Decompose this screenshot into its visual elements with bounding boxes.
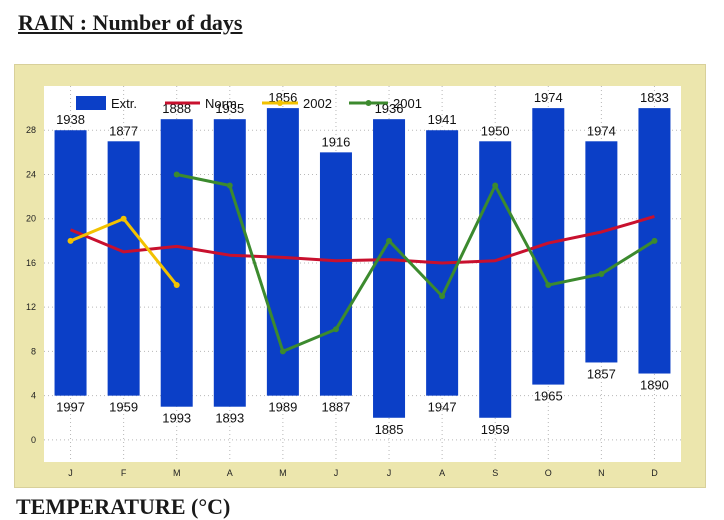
series-point <box>492 182 499 189</box>
x-tick-label: M <box>173 468 181 478</box>
x-tick-label: S <box>492 468 498 478</box>
legend-label: Norm. <box>205 96 240 111</box>
max-year-label: 1950 <box>481 123 510 138</box>
max-year-label: 1974 <box>534 90 563 105</box>
legend-swatch-point <box>365 100 372 106</box>
x-tick-label: J <box>387 468 392 478</box>
x-tick-label: J <box>68 468 73 478</box>
y-tick-label: 0 <box>31 435 36 445</box>
y-tick-label: 24 <box>26 169 36 179</box>
min-year-label: 1857 <box>587 366 616 381</box>
series-point <box>386 237 393 244</box>
min-year-label: 1959 <box>481 422 510 437</box>
series-line <box>176 173 656 353</box>
legend-swatch-extr <box>76 96 106 110</box>
min-year-label: 1885 <box>375 422 404 437</box>
min-year-label: 1890 <box>640 378 669 393</box>
legend-label: 2002 <box>303 96 332 111</box>
series-point <box>120 215 127 222</box>
max-year-label: 1916 <box>321 134 350 149</box>
x-tick-label: A <box>227 468 233 478</box>
y-tick-label: 8 <box>31 346 36 356</box>
y-tick-label: 16 <box>26 258 36 268</box>
series-point <box>279 348 286 355</box>
max-year-label: 1856 <box>268 90 297 105</box>
x-tick-label: F <box>121 468 127 478</box>
min-year-label: 1993 <box>162 411 191 426</box>
y-tick-label: 20 <box>26 214 36 224</box>
page-title: RAIN : Number of days <box>18 10 243 35</box>
extremes-bar <box>54 130 87 396</box>
x-tick-label: A <box>439 468 445 478</box>
max-year-label: 1938 <box>56 112 85 127</box>
next-section-heading: TEMPERATURE (°C) <box>16 494 231 519</box>
extremes-bar <box>585 141 618 363</box>
series-point <box>226 182 233 189</box>
plot-area <box>44 86 681 462</box>
max-year-label: 1833 <box>640 90 669 105</box>
series-point <box>332 326 339 333</box>
extremes-bar <box>160 119 193 407</box>
legend-swatch-point <box>277 100 283 106</box>
min-year-label: 1997 <box>56 400 85 415</box>
y-tick-label: 28 <box>26 125 36 135</box>
min-year-label: 1989 <box>268 400 297 415</box>
max-year-label: 1935 <box>215 101 244 116</box>
max-year-label: 1877 <box>109 123 138 138</box>
series-point <box>67 237 74 244</box>
y-tick-label: 12 <box>26 302 36 312</box>
max-year-label: 1888 <box>162 101 191 116</box>
series-point <box>545 282 552 289</box>
min-year-label: 1959 <box>109 400 138 415</box>
series-point <box>173 282 180 289</box>
series-point <box>173 171 180 178</box>
max-year-label: 1941 <box>428 112 457 127</box>
series-point <box>651 237 658 244</box>
series-point <box>598 271 605 277</box>
legend-label: 2001 <box>393 96 422 111</box>
min-year-label: 1947 <box>428 400 457 415</box>
max-year-label: 1936 <box>375 101 404 116</box>
extremes-bar <box>107 141 140 396</box>
extremes-bar <box>319 152 352 396</box>
max-year-label: 1974 <box>587 123 616 138</box>
extremes-bar <box>213 119 246 407</box>
extremes-bar <box>373 119 406 418</box>
legend-label-extr: Extr. <box>111 96 137 111</box>
y-tick-label: 4 <box>31 391 36 401</box>
x-tick-label: O <box>545 468 552 478</box>
series-point <box>439 293 446 300</box>
x-tick-label: N <box>598 468 605 478</box>
min-year-label: 1893 <box>215 411 244 426</box>
min-year-label: 1887 <box>321 400 350 415</box>
x-tick-label: D <box>651 468 658 478</box>
x-tick-label: J <box>334 468 339 478</box>
x-tick-label: M <box>279 468 287 478</box>
min-year-label: 1965 <box>534 389 563 404</box>
series-line <box>69 215 655 265</box>
